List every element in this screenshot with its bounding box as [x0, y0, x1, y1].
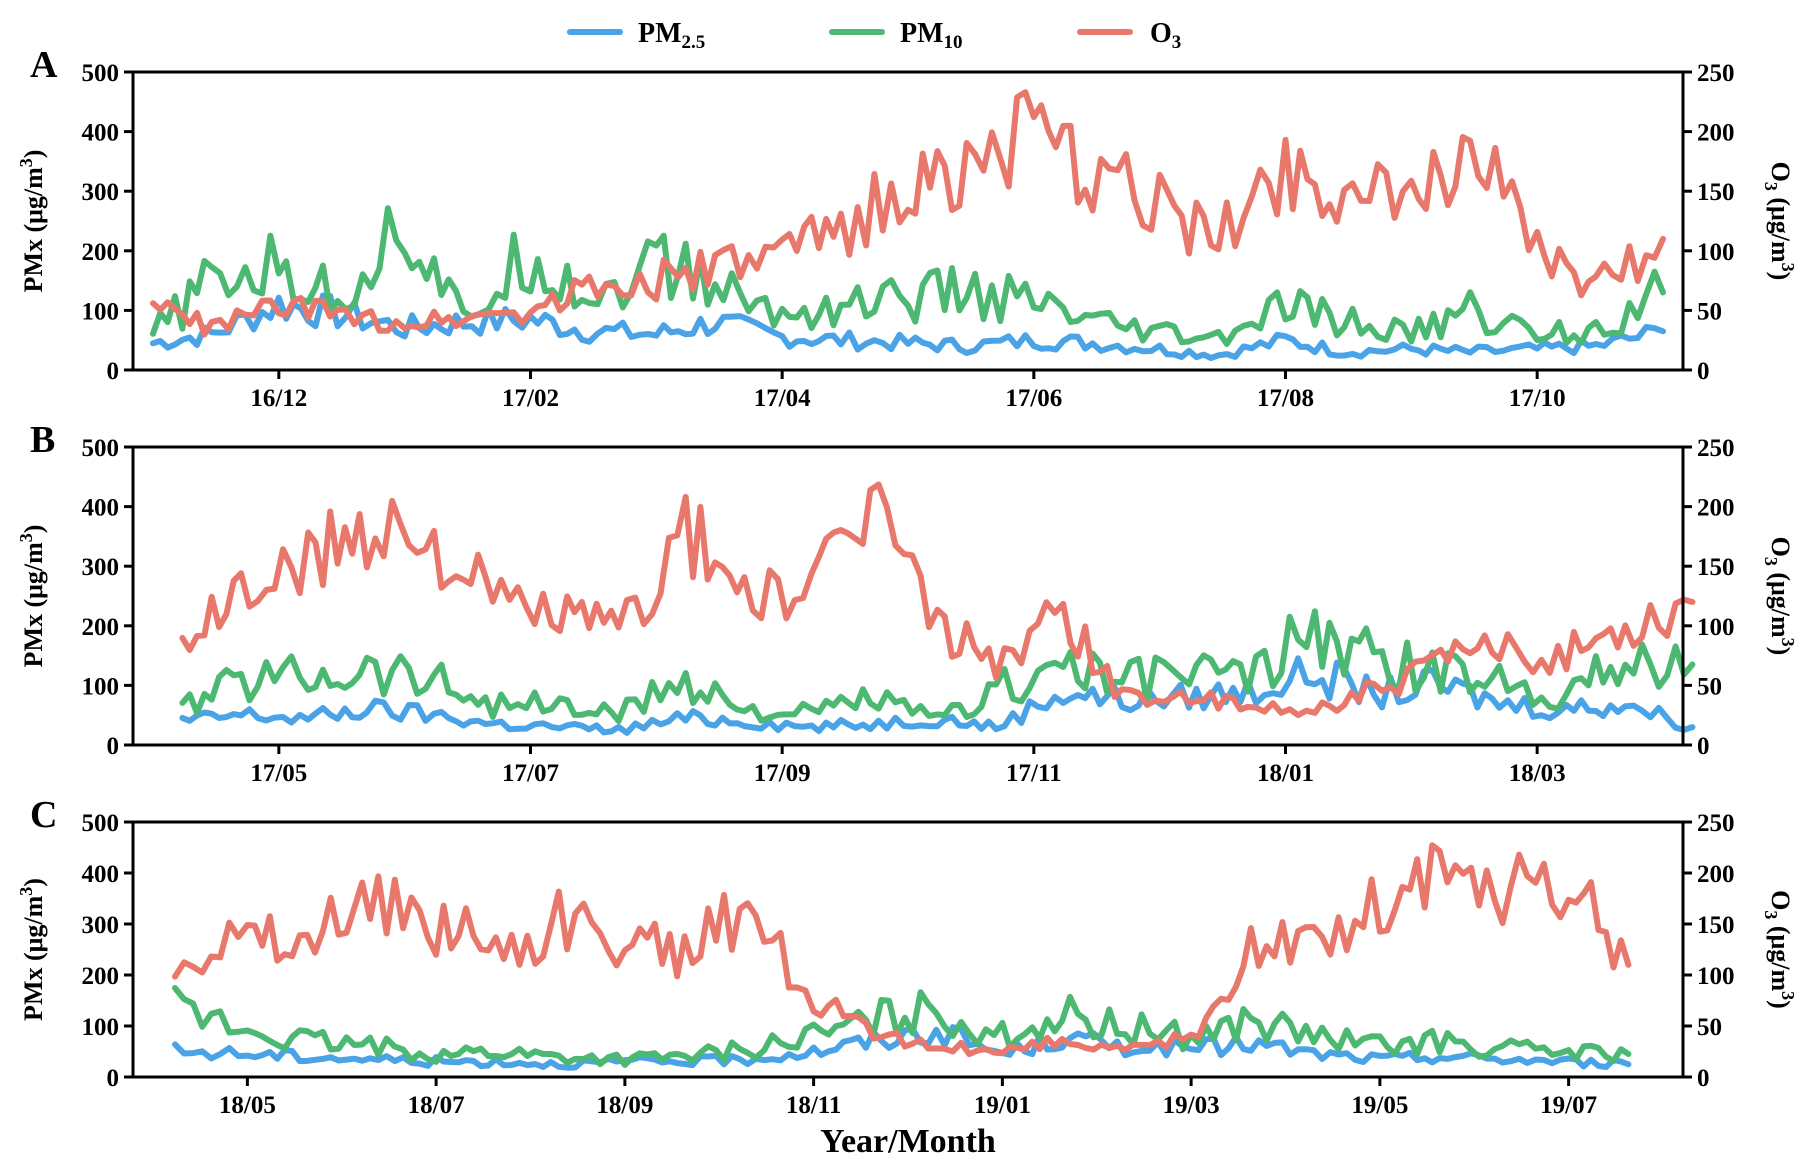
y-right-tick-label: 150 [1697, 179, 1735, 206]
series-line-pm25-panel-C [172, 1024, 1632, 1071]
x-tick-label: 18/11 [786, 1092, 842, 1119]
x-tick-label: 17/02 [502, 385, 559, 412]
x-tick-label: 19/03 [1163, 1092, 1220, 1119]
plot-frame-B [131, 445, 1685, 747]
y-right-axis-title: O3 (μg/m3) [1761, 162, 1798, 281]
y-left-tick-label: 200 [82, 614, 120, 641]
y-right-tick-label: 50 [1697, 1014, 1722, 1041]
y-left-axis-title: PMx (μg/m3) [16, 150, 48, 293]
y-right-tick-label: 0 [1697, 733, 1710, 760]
y-left-tick-label: 300 [82, 179, 120, 206]
y-left-tick-label: 0 [107, 1065, 120, 1092]
y-left-tick-label: 400 [82, 861, 120, 888]
y-left-tick-label: 300 [82, 554, 120, 581]
panel-C: 0 100 200 300 400 500 0 50 100 150 200 250 18/05 18/0… [16, 794, 1798, 1119]
x-tick-label: 17/07 [502, 760, 559, 787]
y-right-tick-label: 0 [1697, 1065, 1710, 1092]
panel-B: 0 100 200 300 400 500 0 50 100 150 200 250 17/05 17/0… [16, 419, 1798, 787]
x-tick-label: 18/03 [1509, 760, 1566, 787]
legend-label-pm10: PM10 [900, 18, 963, 53]
y-right-tick-label: 250 [1697, 435, 1735, 462]
plot-frame-A [131, 70, 1685, 372]
legend-item-pm25: PM2.5 [567, 18, 705, 53]
y-left-tick-label: 500 [82, 60, 120, 87]
x-tick-label: 17/04 [754, 385, 811, 412]
legend-item-pm10: PM10 [829, 18, 963, 53]
x-axis-title: Year/Month [820, 1123, 996, 1160]
y-right-tick-label: 100 [1697, 614, 1735, 641]
plot-frame-C [131, 820, 1685, 1079]
y-right-axis-title: O3 (μg/m3) [1761, 537, 1798, 656]
series-line-o3-panel-B [179, 481, 1696, 719]
x-tick-label: 16/12 [250, 385, 307, 412]
legend: PM2.5 PM10 O3 [567, 18, 1181, 53]
series-line-pm10-panel-A [150, 205, 1666, 347]
y-left-tick-label: 300 [82, 912, 120, 939]
x-tick-label: 17/11 [1006, 760, 1062, 787]
y-right-tick-label: 100 [1697, 963, 1735, 990]
y-left-axis-title: PMx (μg/m3) [16, 525, 48, 668]
series-line-pm10-panel-B [179, 608, 1696, 724]
y-right-tick-label: 200 [1697, 861, 1735, 888]
y-right-axis-title: O3 (μg/m3) [1761, 890, 1798, 1009]
y-left-axis-title: PMx (μg/m3) [16, 878, 48, 1021]
x-tick-label: 18/07 [408, 1092, 465, 1119]
y-left-tick-label: 500 [82, 810, 120, 837]
x-tick-label: 19/05 [1351, 1092, 1408, 1119]
x-tick-label: 18/09 [596, 1092, 653, 1119]
y-right-tick-label: 150 [1697, 554, 1735, 581]
panel-letter-C: C [30, 794, 57, 836]
y-right-tick-label: 200 [1697, 495, 1735, 522]
x-tick-label: 17/08 [1257, 385, 1314, 412]
y-right-tick-label: 150 [1697, 912, 1735, 939]
x-tick-label: 18/05 [219, 1092, 276, 1119]
y-left-tick-label: 0 [107, 358, 120, 385]
panel-letter-B: B [30, 419, 55, 461]
y-right-tick-label: 200 [1697, 120, 1735, 147]
x-tick-label: 18/01 [1257, 760, 1314, 787]
y-right-tick-label: 100 [1697, 239, 1735, 266]
y-left-tick-label: 200 [82, 963, 120, 990]
y-left-tick-label: 400 [82, 495, 120, 522]
panel-letter-A: A [30, 44, 58, 86]
y-left-tick-label: 200 [82, 239, 120, 266]
y-left-tick-label: 0 [107, 733, 120, 760]
legend-item-o3: O3 [1077, 18, 1181, 53]
y-left-tick-label: 100 [82, 1014, 120, 1041]
legend-label-o3: O3 [1150, 18, 1181, 53]
y-left-tick-label: 100 [82, 298, 120, 325]
series-line-o3-panel-C [172, 842, 1632, 1058]
series-line-pm25-panel-A [150, 292, 1666, 361]
x-tick-label: 17/10 [1509, 385, 1566, 412]
x-tick-label: 17/06 [1005, 385, 1062, 412]
x-tick-label: 19/01 [974, 1092, 1031, 1119]
series-line-pm10-panel-C [172, 985, 1632, 1068]
y-left-tick-label: 400 [82, 120, 120, 147]
series-line-o3-panel-A [150, 89, 1666, 338]
panel-A: 0 100 200 300 400 500 0 50 100 150 200 250 16/12 17/0… [16, 44, 1798, 412]
x-tick-label: 17/05 [250, 760, 307, 787]
y-right-tick-label: 0 [1697, 358, 1710, 385]
x-tick-label: 17/09 [754, 760, 811, 787]
y-right-tick-label: 50 [1697, 298, 1722, 325]
y-right-tick-label: 50 [1697, 673, 1722, 700]
y-right-tick-label: 250 [1697, 60, 1735, 87]
y-left-tick-label: 500 [82, 435, 120, 462]
legend-label-pm25: PM2.5 [638, 18, 705, 53]
y-right-tick-label: 250 [1697, 810, 1735, 837]
y-left-tick-label: 100 [82, 673, 120, 700]
x-tick-label: 19/07 [1540, 1092, 1597, 1119]
